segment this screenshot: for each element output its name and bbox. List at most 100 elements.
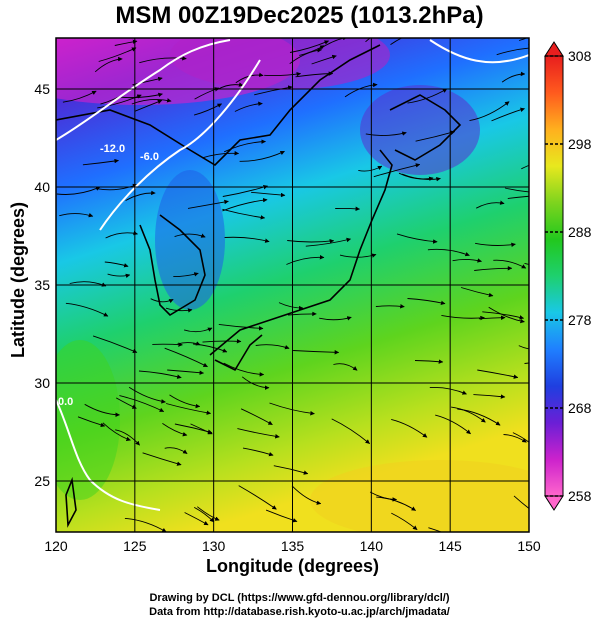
streamline (365, 131, 407, 136)
streamline (460, 287, 494, 298)
streamline (398, 172, 434, 181)
streamline (391, 512, 418, 531)
streamline (491, 107, 525, 122)
streamline (407, 88, 448, 104)
streamline (396, 233, 438, 244)
streamline (238, 485, 277, 510)
streamline (115, 429, 140, 446)
streamline (56, 186, 101, 195)
streamline (269, 402, 315, 416)
streamline (289, 40, 330, 53)
temperature-field (56, 38, 529, 532)
streamline (344, 82, 378, 98)
streamline (482, 311, 525, 320)
streamline (255, 344, 290, 350)
x-tick-label: 150 (517, 538, 541, 554)
streamline (152, 342, 183, 347)
streamline (150, 298, 174, 304)
streamline (299, 45, 325, 56)
streamline (218, 323, 264, 331)
streamline (165, 307, 193, 313)
colorbar-max-arrow (544, 41, 564, 57)
streamline (62, 90, 97, 103)
streamline (504, 187, 529, 193)
streamline (286, 254, 325, 265)
streamline (473, 394, 506, 399)
streamline (97, 94, 142, 109)
chart-title: MSM 00Z19Dec2025 (1013.2hPa) (115, 2, 484, 29)
streamline (407, 298, 446, 306)
streamline (493, 259, 527, 269)
contour-label: -12.0 (100, 143, 125, 155)
streamline (193, 103, 222, 116)
streamline (138, 370, 182, 379)
streamline (333, 363, 358, 371)
streamline (197, 506, 220, 521)
x-tick-label: 120 (44, 538, 68, 554)
streamline (107, 273, 131, 279)
colorbar: 258 268 278 288 298 308 (544, 41, 592, 511)
streamline (193, 506, 215, 523)
streamline (142, 452, 182, 466)
colorbar-tick-label: 288 (568, 224, 592, 240)
streamline (524, 262, 529, 265)
streamline (98, 47, 137, 62)
plot-frame (55, 37, 530, 533)
streamline (240, 408, 273, 425)
streamline (513, 495, 529, 510)
streamline (265, 509, 298, 523)
x-tick-label: 145 (438, 538, 462, 554)
streamline (222, 208, 266, 220)
streamline (287, 311, 317, 317)
streamline (167, 369, 205, 375)
streamline (390, 38, 403, 45)
streamline (488, 306, 525, 324)
contour-label: 0.0 (58, 396, 73, 408)
streamline (184, 512, 209, 526)
credit-drawing: Drawing by DCL (https://www.gfd-dennou.o… (149, 592, 450, 604)
streamline (190, 38, 192, 39)
streamline (77, 416, 106, 428)
streamline (251, 191, 286, 198)
contour-label: -6.0 (140, 151, 159, 163)
streamline (164, 447, 188, 454)
streamline (164, 347, 208, 368)
streamline (201, 150, 240, 159)
streamline (477, 369, 519, 379)
y-tick-label: 25 (34, 473, 50, 489)
streamline (507, 195, 529, 199)
colorbar-tick-label: 308 (568, 48, 592, 64)
streamline (435, 414, 471, 435)
streamline (373, 163, 421, 178)
y-tick-label: 35 (34, 277, 50, 293)
streamline (501, 71, 526, 83)
streamline (427, 248, 470, 257)
streamline (305, 237, 352, 247)
streamline (254, 85, 293, 96)
x-tick-label: 130 (202, 538, 226, 554)
streamline (134, 99, 163, 112)
streamline (187, 199, 229, 209)
streamline (475, 200, 505, 209)
streamline (278, 302, 304, 311)
streamline (94, 56, 123, 73)
streamline (273, 465, 309, 475)
streamline (165, 403, 212, 415)
streamline (128, 386, 166, 404)
streamline (177, 341, 201, 346)
streamline (452, 258, 482, 263)
contour-labels: -12.0 -6.0 0.0 (58, 143, 159, 408)
streamline (293, 350, 340, 355)
streamline (125, 190, 156, 201)
streamline (358, 165, 383, 172)
streamline (451, 406, 486, 423)
streamline (222, 197, 268, 212)
streamline (291, 485, 322, 505)
streamline (496, 47, 529, 56)
streamline (237, 428, 280, 439)
streamline (97, 183, 138, 191)
y-tick-label: 40 (34, 179, 50, 195)
streamline (139, 56, 187, 64)
streamline (224, 139, 266, 153)
streamline (173, 272, 199, 278)
